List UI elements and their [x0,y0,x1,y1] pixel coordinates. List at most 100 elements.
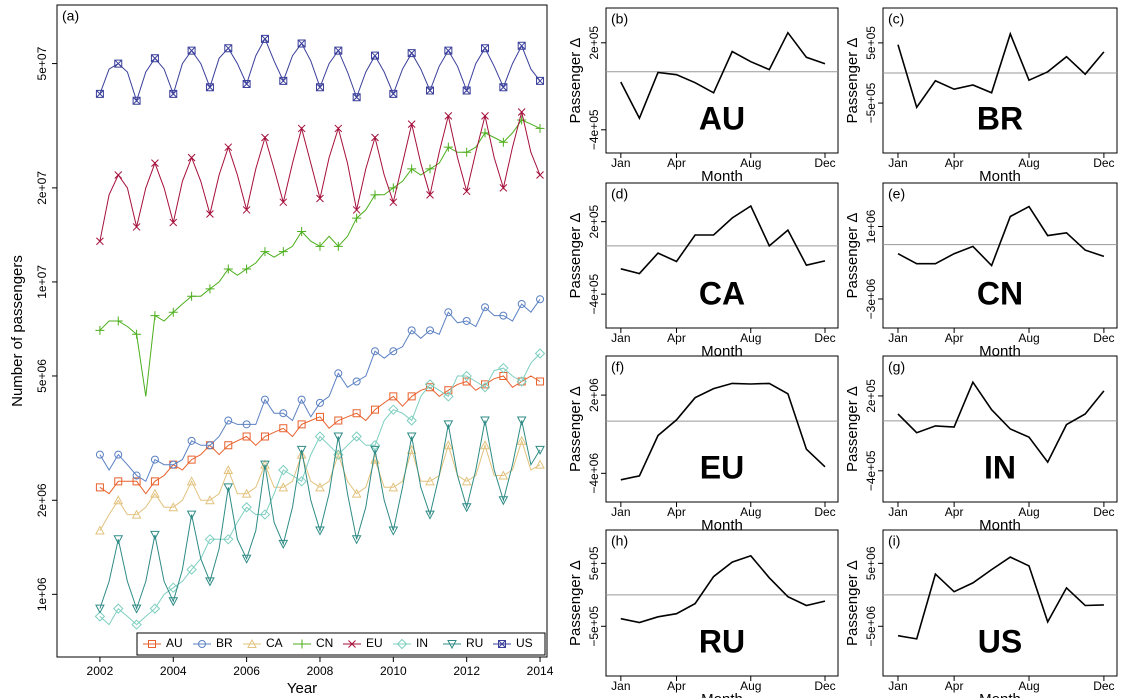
series-marker [132,329,142,339]
series-marker [333,449,344,459]
series-marker [131,619,142,630]
x-axis-title: Month [701,168,743,185]
x-tick-label: Dec [1093,331,1114,345]
series-marker [498,137,508,147]
series-marker [223,264,233,274]
series-marker [168,597,179,607]
series-marker [535,445,545,455]
series-marker [479,382,491,393]
x-axis-title: Month [979,343,1021,360]
x-tick-label: Jan [888,679,907,693]
series-marker [334,124,343,133]
series-marker [150,530,160,540]
series-marker [498,470,509,480]
series-marker [426,326,435,335]
legend-label: US [516,636,533,650]
series-marker [278,464,289,476]
legend: AU BR CA CN EU IN RU US [136,632,546,656]
series-marker [480,440,490,450]
series-marker [536,377,545,386]
panel-label: (i) [888,533,900,549]
y-tick-label: 5e+06 [35,359,49,393]
series-marker [187,291,197,301]
series-marker [407,392,416,401]
plot-frame [605,529,839,677]
x-tick-label: 2012 [453,664,480,678]
series-marker [333,432,344,442]
series-marker [131,509,142,519]
series-marker [315,83,324,92]
series-marker [388,482,399,492]
series-marker [352,206,361,214]
series-marker [132,471,141,480]
series-marker [389,198,398,207]
series-marker [424,379,436,390]
y-tick-label: −5e+06 [864,606,878,647]
series-marker [113,316,123,326]
series-line [897,31,1105,110]
plot-frame [882,529,1118,677]
series-marker [205,577,215,587]
country-label: EU [700,449,744,485]
x-tick-label: 2014 [527,664,554,678]
series-marker [279,198,288,207]
series-marker [95,450,104,459]
series-line [99,37,541,103]
series-marker [461,370,472,382]
series-marker [150,477,159,486]
series-marker [444,386,453,395]
series-marker [426,190,434,199]
series-marker [95,325,105,335]
y-tick-label: −3e+06 [864,278,878,319]
legend-label: BR [216,636,233,650]
legend-marker [447,640,457,650]
series-marker [149,603,161,614]
legend-label: IN [416,636,428,650]
series-marker [205,83,214,92]
x-tick-label: Aug [1018,505,1039,519]
series-marker [113,495,124,505]
y-tick-label: 2e+05 [864,379,878,413]
series-line [620,382,826,481]
series-marker [536,171,544,179]
series-marker [168,307,178,317]
series-marker [535,123,545,133]
series-marker [260,432,269,441]
series-marker [443,142,453,152]
plot-frame [605,182,839,329]
series-marker [352,93,361,102]
series-marker [333,241,343,251]
series-marker [315,398,324,407]
series-line [620,554,826,624]
x-axis-title: Year [287,680,317,697]
panel-label: (h) [611,533,628,549]
series-marker [242,420,251,429]
series-marker [297,420,306,429]
series-marker [224,44,233,53]
series-marker [535,459,545,469]
series-marker [223,464,234,475]
series-marker [261,133,269,142]
series-marker [462,147,472,157]
country-label: IN [984,449,1016,485]
series-marker [241,554,252,564]
series-marker [114,59,123,68]
y-tick-label: −4e+06 [587,453,601,494]
series-marker [186,510,197,520]
series-marker [516,435,527,445]
legend-marker [498,640,506,648]
x-tick-label: Jan [888,156,907,170]
y-tick-label: −4e+05 [587,273,601,314]
legend-label: RU [466,636,483,650]
series-marker [241,502,252,513]
series-marker [481,44,490,53]
plot-frame [605,355,839,503]
series-marker [352,377,361,386]
x-axis-title: Month [979,517,1021,534]
series-marker [279,424,288,433]
series-marker [242,206,251,214]
series-marker [462,316,471,325]
x-tick-label: Dec [1093,156,1114,170]
series-marker [114,450,123,459]
x-tick-label: Apr [667,331,686,345]
